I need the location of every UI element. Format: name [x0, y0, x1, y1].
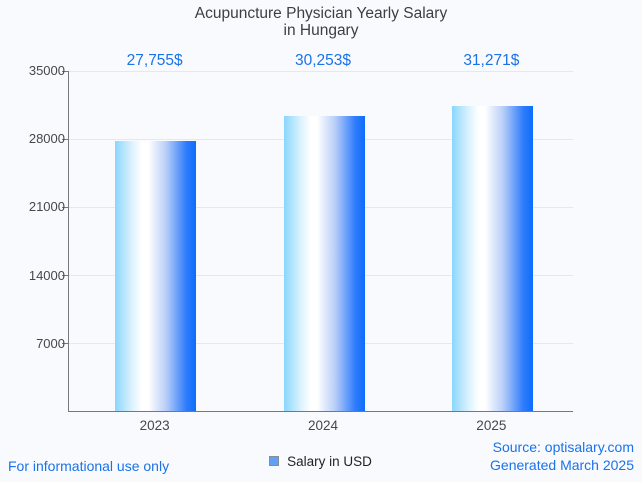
ytick-label-7000: 7000: [36, 335, 65, 351]
value-label-2024: 30,253$: [294, 52, 352, 69]
generated-text: Generated March 2025: [490, 456, 634, 473]
disclaimer-text: For informational use only: [8, 458, 170, 474]
plot-area: [62, 70, 573, 412]
ytick-mark-35000: [62, 70, 68, 72]
chart-title-line1: Acupuncture Physician Yearly Salary: [194, 5, 448, 22]
xtick-label-2025: 2025: [476, 418, 507, 433]
ytick-label-28000: 28000: [28, 131, 65, 147]
legend: Salary in USD: [68, 453, 573, 469]
ytick-mark-14000: [62, 275, 68, 277]
legend-marker-square: [269, 456, 280, 466]
chart-title-line2: in Hungary: [283, 22, 359, 39]
legend-label: Salary in USD: [287, 453, 372, 469]
bar-2024: [283, 116, 365, 411]
source-text: Source: optisalary.com: [492, 439, 634, 455]
bar-2025: [451, 106, 533, 411]
gridline-35000: [69, 70, 573, 72]
ytick-mark-28000: [62, 138, 68, 140]
ytick-mark-21000: [62, 206, 68, 208]
value-label-2023: 27,755$: [126, 52, 183, 69]
chart-title: Acupuncture Physician Yearly Salary in H…: [0, 5, 642, 39]
ytick-label-35000: 35000: [28, 63, 65, 78]
value-label-2025: 31,271$: [463, 52, 520, 69]
xtick-label-2024: 2024: [307, 418, 339, 433]
ytick-label-21000: 21000: [28, 199, 65, 215]
source-block: Source: optisalary.com Generated March 2…: [490, 439, 634, 474]
bar-2023: [115, 140, 197, 411]
ytick-mark-7000: [62, 343, 68, 345]
ytick-label-14000: 14000: [28, 267, 65, 283]
xtick-label-2023: 2023: [139, 418, 170, 433]
